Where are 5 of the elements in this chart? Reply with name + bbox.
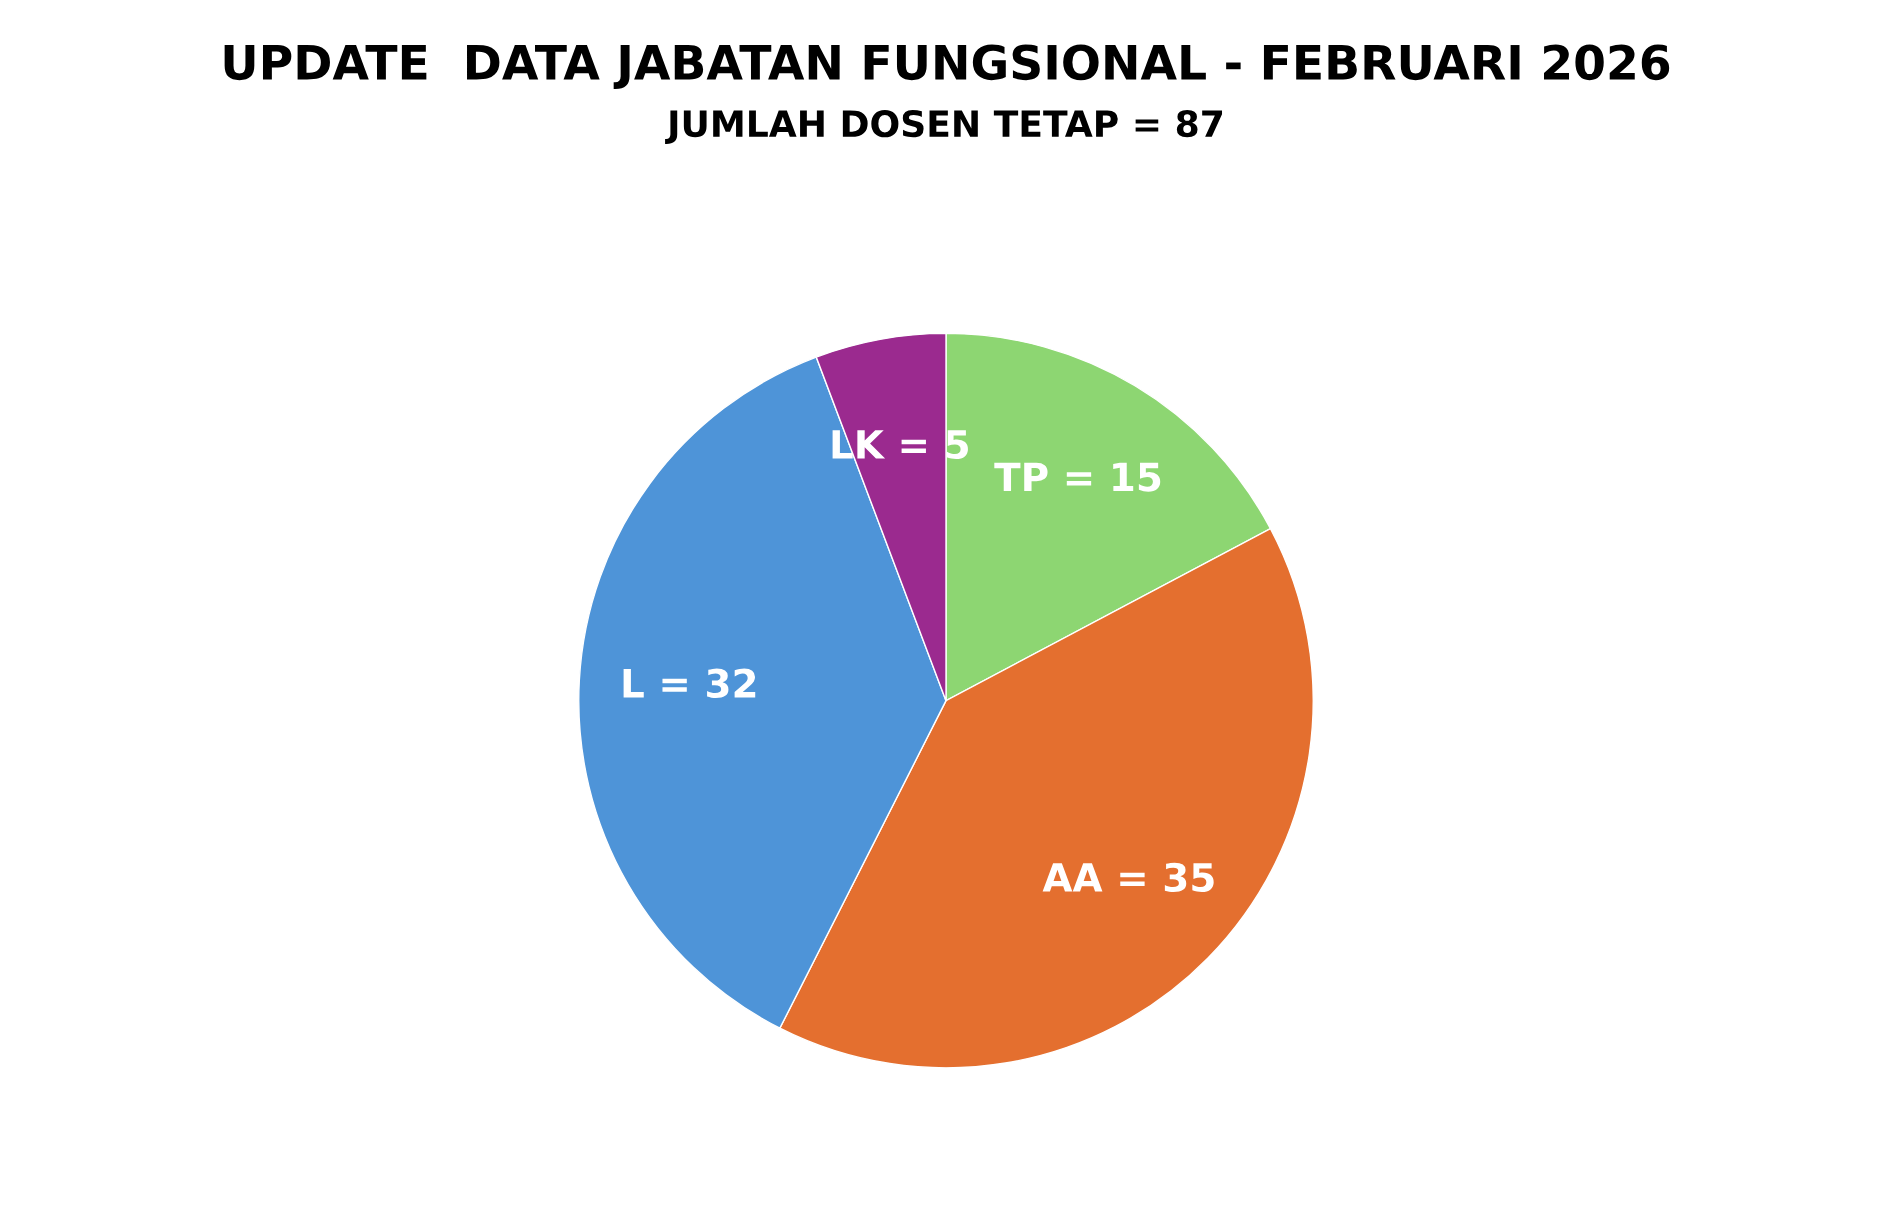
- slice-label: TP = 15: [994, 462, 1161, 492]
- chart-subtitle: JUMLAH DOSEN TETAP = 87: [665, 110, 1223, 145]
- slice-label: L = 32: [623, 668, 756, 699]
- slice-label: AA = 35: [1042, 862, 1214, 893]
- chart-title: UPDATE DATA JABATAN FUNGSIONAL - FEBRUARI 2026: [224, 44, 1670, 89]
